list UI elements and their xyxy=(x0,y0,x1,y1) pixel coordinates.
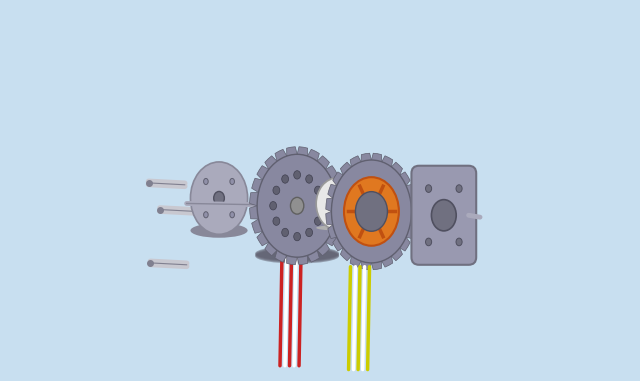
Ellipse shape xyxy=(355,192,387,231)
Ellipse shape xyxy=(456,185,462,192)
Polygon shape xyxy=(275,149,287,161)
Polygon shape xyxy=(252,178,262,192)
Polygon shape xyxy=(317,156,330,170)
Polygon shape xyxy=(406,225,415,239)
Polygon shape xyxy=(392,248,403,261)
Ellipse shape xyxy=(426,185,431,192)
Polygon shape xyxy=(287,147,297,156)
Ellipse shape xyxy=(230,212,234,218)
Polygon shape xyxy=(257,166,269,180)
Ellipse shape xyxy=(316,225,358,231)
Ellipse shape xyxy=(191,223,248,238)
Polygon shape xyxy=(326,211,333,225)
Polygon shape xyxy=(297,255,308,265)
Ellipse shape xyxy=(291,197,304,214)
Polygon shape xyxy=(382,256,393,267)
Polygon shape xyxy=(371,153,382,162)
Polygon shape xyxy=(340,248,351,261)
Ellipse shape xyxy=(191,162,248,234)
Polygon shape xyxy=(297,147,308,156)
Ellipse shape xyxy=(255,248,339,263)
Ellipse shape xyxy=(306,228,312,237)
Polygon shape xyxy=(325,166,337,180)
Ellipse shape xyxy=(314,217,321,226)
Polygon shape xyxy=(317,242,330,256)
Polygon shape xyxy=(265,156,277,170)
Polygon shape xyxy=(328,225,337,239)
Polygon shape xyxy=(328,184,337,198)
Ellipse shape xyxy=(273,217,280,226)
Polygon shape xyxy=(332,219,342,233)
Polygon shape xyxy=(392,162,403,175)
Ellipse shape xyxy=(273,186,280,195)
Ellipse shape xyxy=(333,199,341,209)
Ellipse shape xyxy=(204,212,208,218)
Polygon shape xyxy=(325,232,337,246)
Polygon shape xyxy=(350,256,361,267)
Polygon shape xyxy=(350,156,361,167)
Ellipse shape xyxy=(255,249,339,264)
Ellipse shape xyxy=(306,175,312,183)
Polygon shape xyxy=(361,153,371,162)
Polygon shape xyxy=(400,172,410,186)
Polygon shape xyxy=(340,162,351,175)
Polygon shape xyxy=(333,172,343,186)
Polygon shape xyxy=(257,231,269,246)
Polygon shape xyxy=(326,198,333,211)
Ellipse shape xyxy=(317,202,324,210)
Polygon shape xyxy=(250,206,259,219)
Polygon shape xyxy=(307,149,319,161)
Ellipse shape xyxy=(230,178,234,184)
Ellipse shape xyxy=(344,177,399,246)
Polygon shape xyxy=(410,198,417,211)
Polygon shape xyxy=(336,192,345,206)
Ellipse shape xyxy=(332,160,412,263)
Ellipse shape xyxy=(282,175,289,183)
Ellipse shape xyxy=(255,246,339,261)
Ellipse shape xyxy=(294,232,301,241)
Polygon shape xyxy=(250,192,259,206)
Polygon shape xyxy=(265,242,277,256)
Polygon shape xyxy=(333,237,343,251)
Ellipse shape xyxy=(314,186,321,195)
Polygon shape xyxy=(307,250,319,262)
Polygon shape xyxy=(336,206,345,219)
Ellipse shape xyxy=(294,171,301,179)
Polygon shape xyxy=(332,178,342,192)
Ellipse shape xyxy=(257,154,337,257)
Ellipse shape xyxy=(426,238,431,246)
FancyBboxPatch shape xyxy=(412,166,476,265)
Ellipse shape xyxy=(204,178,208,184)
Ellipse shape xyxy=(431,200,456,231)
Polygon shape xyxy=(287,255,297,265)
Polygon shape xyxy=(361,261,371,270)
Polygon shape xyxy=(275,250,287,262)
Polygon shape xyxy=(400,237,410,251)
Ellipse shape xyxy=(255,247,339,262)
Polygon shape xyxy=(252,219,262,233)
Ellipse shape xyxy=(456,238,462,246)
Polygon shape xyxy=(382,156,393,167)
Polygon shape xyxy=(371,261,382,270)
Polygon shape xyxy=(410,211,417,225)
Ellipse shape xyxy=(282,228,289,237)
Polygon shape xyxy=(406,184,415,198)
Ellipse shape xyxy=(269,202,276,210)
Ellipse shape xyxy=(316,178,358,230)
Ellipse shape xyxy=(214,192,225,205)
